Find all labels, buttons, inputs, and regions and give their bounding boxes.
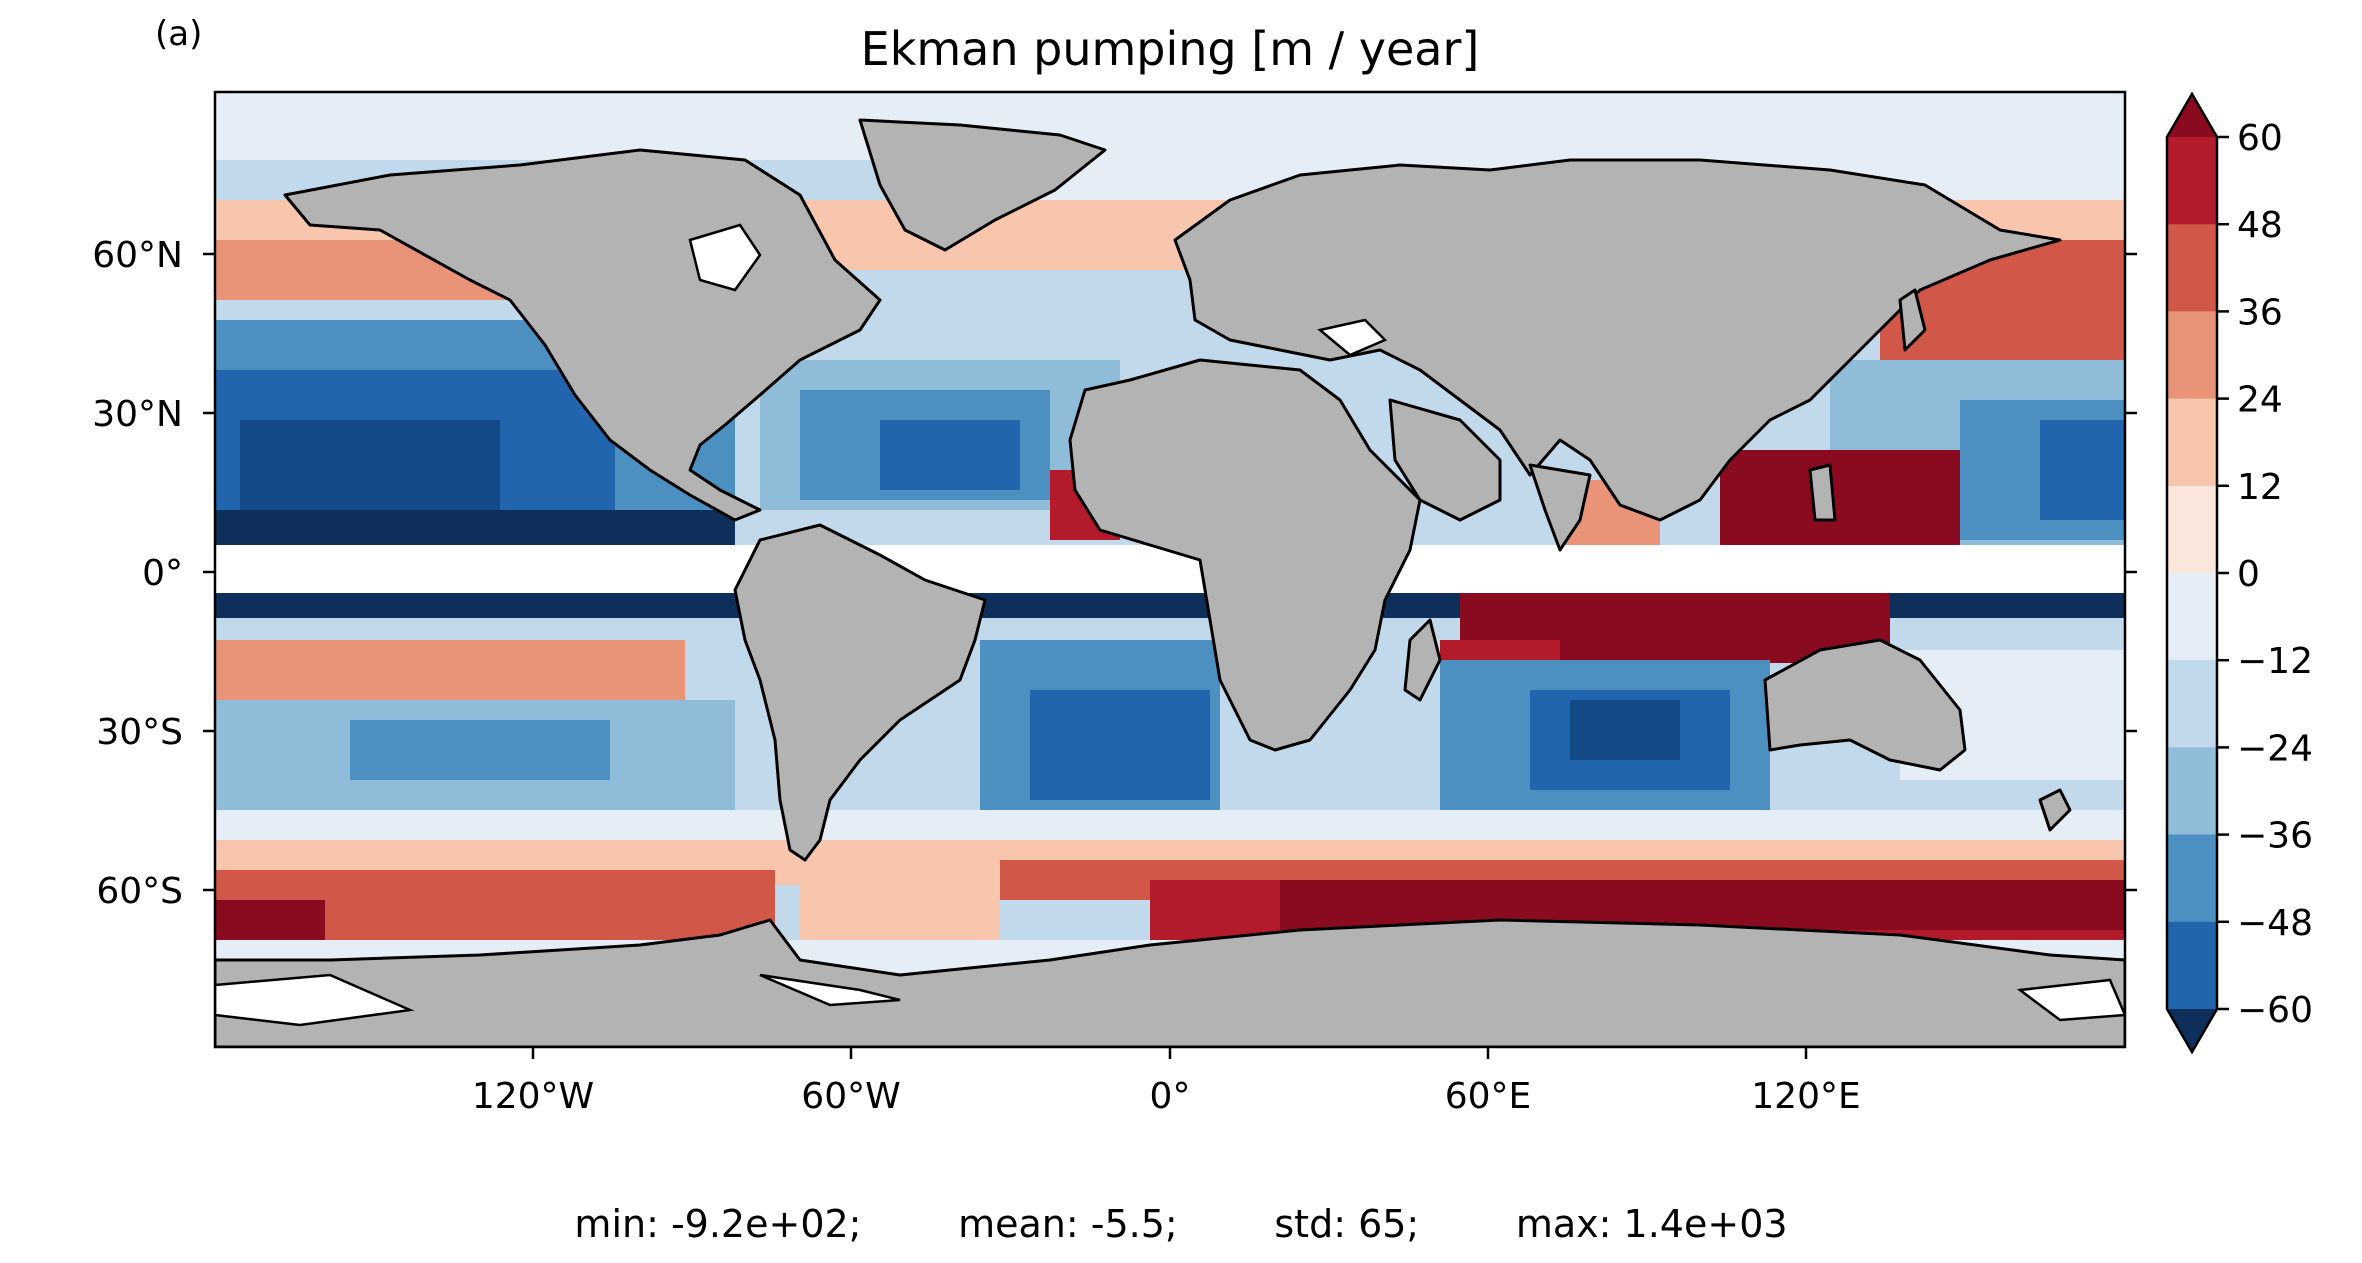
- lon-ticks: [531, 1047, 1808, 1059]
- stat-min: min: -9.2e+02;: [574, 1202, 862, 1246]
- lat-label: 0°: [142, 553, 183, 594]
- colorbar-segment: [2167, 485, 2217, 574]
- colorbar-segment: [2167, 660, 2217, 748]
- lat-label: 60°N: [92, 235, 183, 276]
- colorbar-tick-label: −48: [2237, 903, 2313, 944]
- stat-mean: mean: -5.5;: [958, 1202, 1178, 1246]
- lat-ticks: [203, 252, 2137, 892]
- colorbar-segment: [2167, 747, 2217, 836]
- colorbar-segment: [2167, 311, 2217, 400]
- lon-label: 60°W: [801, 1076, 900, 1117]
- map-title: Ekman pumping [m / year]: [860, 22, 1480, 76]
- stats-line: min: -9.2e+02; mean: -5.5; std: 65; max:…: [0, 1202, 2362, 1246]
- colorbar-tick-label: −24: [2237, 728, 2313, 769]
- lakes-ice: [215, 223, 2125, 1027]
- colorbar-tick-label: −60: [2237, 990, 2313, 1031]
- colorbar-extend-max: [2167, 94, 2217, 137]
- lon-label: 120°E: [1751, 1076, 1860, 1117]
- colorbar-tick-label: 36: [2237, 292, 2283, 333]
- lon-label: 120°W: [472, 1076, 594, 1117]
- colorbar-tick-label: 48: [2237, 205, 2283, 246]
- colorbar-tick-label: −36: [2237, 816, 2313, 857]
- colorbar-segment: [2167, 398, 2217, 487]
- colorbar-extend-min: [2167, 1009, 2217, 1052]
- colorbar-segment: [2167, 224, 2217, 312]
- colorbar-segment: [2167, 137, 2217, 225]
- lat-label: 30°S: [96, 712, 183, 753]
- colorbar-tick-label: 12: [2237, 467, 2283, 508]
- colorbar-tick-label: −12: [2237, 641, 2313, 682]
- lon-labels: 120°W 60°W 0° 60°E 120°E: [472, 1076, 1861, 1117]
- stat-max: max: 1.4e+03: [1515, 1202, 1788, 1246]
- lat-labels: 60°N 30°N 0° 30°S 60°S: [92, 235, 183, 912]
- panel-label: (a): [155, 14, 203, 54]
- colorbar-segment: [2167, 921, 2217, 1010]
- lon-label: 60°E: [1445, 1076, 1532, 1117]
- colorbar-segment: [2167, 573, 2217, 661]
- lat-label: 30°N: [92, 394, 183, 435]
- colorbar-segment: [2167, 834, 2217, 923]
- lon-label: 0°: [1150, 1076, 1191, 1117]
- ekman-field: [215, 92, 2125, 1047]
- colorbar-tick-label: 60: [2237, 118, 2283, 159]
- colorbar-tick-label: 0: [2237, 554, 2260, 595]
- colorbar: 60 48 36 24 12 0 −12 −24 −36 −48 −60: [2165, 91, 2313, 1055]
- colorbar-tick-label: 24: [2237, 380, 2283, 421]
- stat-std: std: 65;: [1274, 1202, 1420, 1246]
- lat-label: 60°S: [96, 871, 183, 912]
